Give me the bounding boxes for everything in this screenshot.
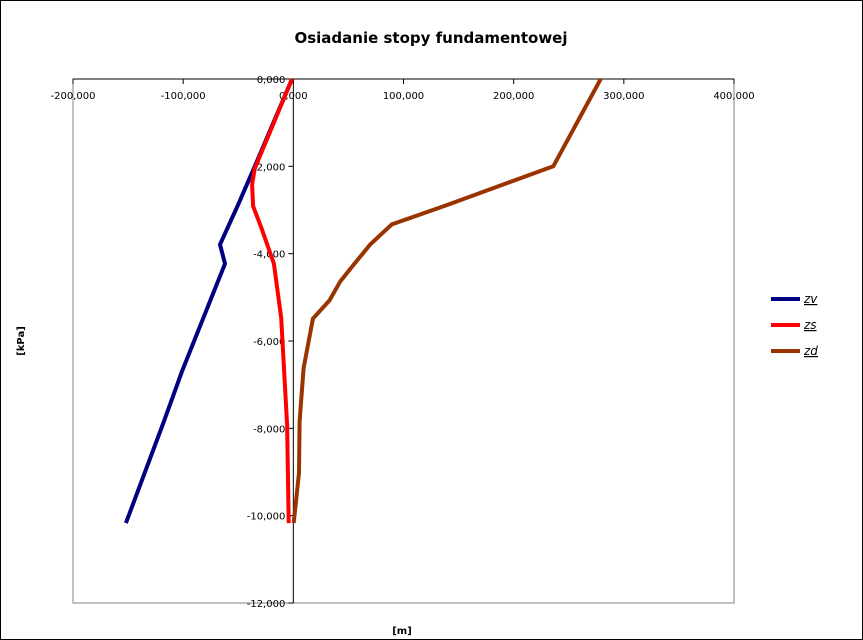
x-axis-label: [m] xyxy=(392,626,412,637)
series-line-zs xyxy=(250,78,294,524)
y-tick-label: 0,000 xyxy=(257,75,286,86)
x-tick-label: 100,000 xyxy=(383,91,424,102)
x-tick-label: 200,000 xyxy=(493,91,534,102)
x-tick-label: 300,000 xyxy=(603,91,644,102)
legend-label-zd: zd xyxy=(803,344,818,358)
series-line-zv xyxy=(124,78,294,524)
x-tick-label: -100,000 xyxy=(161,91,206,102)
legend-label-zv: zv xyxy=(803,292,818,306)
y-tick-label: -2,000 xyxy=(253,162,285,173)
x-tick-label: -200,000 xyxy=(51,91,96,102)
series-line-zd xyxy=(291,78,603,524)
x-tick-label: 0,000 xyxy=(279,91,308,102)
y-axis-label: [kPa] xyxy=(16,326,27,356)
x-tick-label: 400,000 xyxy=(713,91,754,102)
chart-title: Osiadanie stopy fundamentowej xyxy=(294,29,567,47)
y-tick-label: -8,000 xyxy=(253,424,285,435)
legend: zv zs zd xyxy=(771,292,818,358)
y-tick-label: -12,000 xyxy=(247,599,286,610)
y-tick-label: -10,000 xyxy=(247,512,286,523)
plot-area xyxy=(72,78,735,604)
legend-label-zs: zs xyxy=(803,318,817,332)
y-tick-label: -6,000 xyxy=(253,337,285,348)
